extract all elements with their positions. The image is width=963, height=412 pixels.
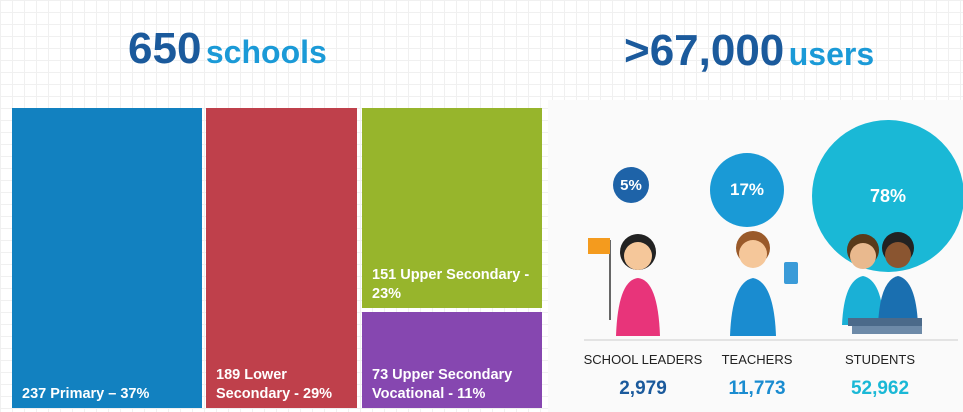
body: [616, 278, 660, 336]
tile-label: 189 Lower Secondary - 29%: [216, 366, 347, 404]
treemap-tile: 189 Lower Secondary - 29%: [206, 108, 357, 408]
body: [730, 278, 776, 336]
tile-label: 151 Upper Secondary - 23%: [372, 266, 532, 304]
tile-label: 237 Primary – 37%: [22, 385, 149, 404]
users-number: >67,000: [624, 26, 784, 75]
book: [852, 326, 922, 334]
book: [848, 318, 922, 326]
figures: [548, 200, 963, 345]
group-name: STUDENTS: [800, 352, 960, 367]
body: [878, 276, 918, 325]
infographic: 650 schools >67,000 users 237 Primary – …: [0, 0, 963, 412]
face: [850, 243, 876, 269]
flag: [588, 238, 610, 254]
bubble: 5%: [613, 167, 649, 203]
face: [885, 242, 911, 268]
users-heading: >67,000 users: [624, 26, 874, 76]
treemap-tile: 73 Upper Secondary Vocational - 11%: [362, 312, 542, 408]
tile-label: 73 Upper Secondary Vocational - 11%: [372, 366, 532, 404]
phone: [784, 262, 798, 284]
face: [739, 240, 767, 268]
treemap-tile: 151 Upper Secondary - 23%: [362, 108, 542, 308]
bubble-percent: 17%: [730, 180, 764, 200]
group-count: 52,962: [800, 378, 960, 400]
schools-number: 650: [128, 24, 201, 73]
treemap-tile: 237 Primary – 37%: [12, 108, 202, 408]
body: [842, 276, 884, 325]
face: [624, 242, 652, 270]
bubble-percent: 5%: [620, 177, 642, 194]
schools-label: schools: [206, 34, 327, 70]
users-label: users: [789, 36, 874, 72]
schools-heading: 650 schools: [128, 24, 327, 74]
